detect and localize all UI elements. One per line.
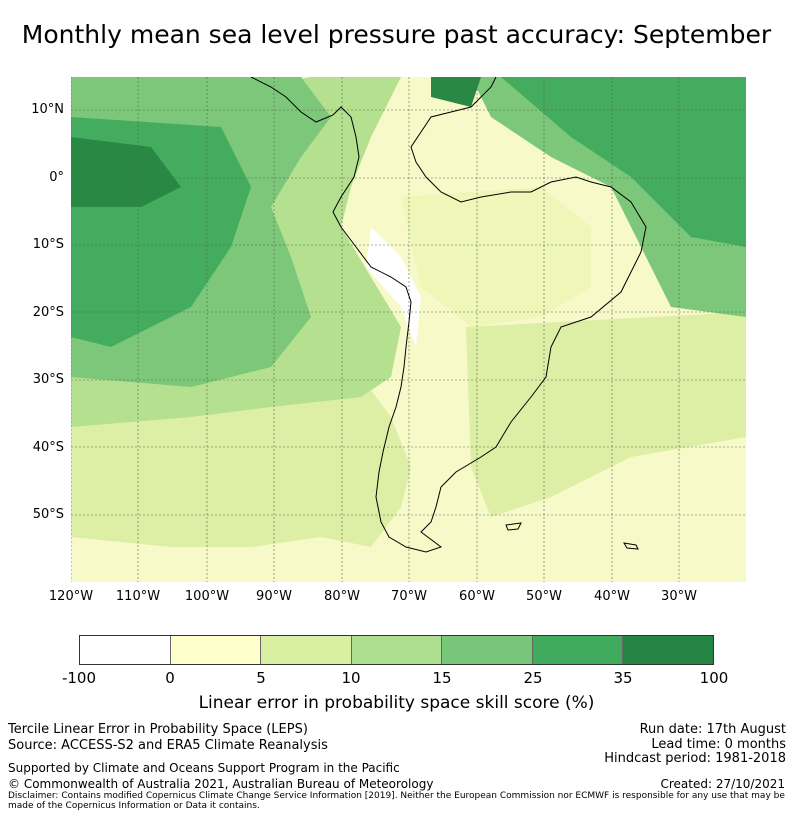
disclaimer-text: Disclaimer: Contains modified Copernicus…	[8, 791, 785, 811]
lon-label-90w: 90°W	[256, 589, 292, 604]
atlantic-dark	[501, 77, 746, 247]
lon-label-80w: 80°W	[324, 589, 360, 604]
coastline	[250, 77, 647, 553]
atlantic-south-light	[466, 312, 746, 517]
map-canvas	[71, 77, 746, 582]
caribbean-dark	[431, 77, 481, 107]
interior-pale	[401, 187, 591, 327]
map-title: Monthly mean sea level pressure past acc…	[21, 20, 772, 49]
method-text: Tercile Linear Error in Probability Spac…	[8, 722, 308, 737]
lon-label-50w: 50°W	[526, 589, 562, 604]
lat-label-0: 0°	[49, 170, 64, 185]
colorbar-label: Linear error in probability space skill …	[198, 693, 595, 713]
falklands	[505, 522, 522, 531]
graticule	[71, 77, 746, 582]
colorbar-segment	[170, 636, 262, 664]
colorbar-tick: 10	[341, 669, 361, 687]
lon-label-60w: 60°W	[459, 589, 495, 604]
lead-time: Lead time: 0 months	[651, 737, 786, 752]
colorbar-tick: 35	[613, 669, 633, 687]
copyright-text: © Commonwealth of Australia 2021, Austra…	[8, 777, 434, 791]
colorbar-tick: 25	[523, 669, 543, 687]
colorbar-tick: 15	[432, 669, 452, 687]
colorbar-tick: 0	[165, 669, 175, 687]
colorbar-segment	[442, 636, 533, 664]
pacific-darkest	[71, 137, 181, 207]
colorbar-tick: -100	[61, 669, 97, 687]
lon-label-100w: 100°W	[184, 589, 230, 604]
colorbar-tick: 5	[256, 669, 266, 687]
andes-white	[366, 227, 421, 347]
created-date: Created: 27/10/2021	[660, 777, 785, 791]
lon-label-40w: 40°W	[594, 589, 630, 604]
colorbar-segment	[532, 636, 624, 664]
lon-label-110w: 110°W	[115, 589, 161, 604]
lat-label-50s: 50°S	[32, 507, 64, 522]
lon-label-70w: 70°W	[391, 589, 427, 604]
lat-label-30s: 30°S	[32, 372, 64, 387]
colorbar-segment	[261, 636, 352, 664]
colorbar	[79, 635, 714, 665]
colorbar-segment	[351, 636, 443, 664]
colorbar-tick: 100	[699, 669, 729, 687]
hindcast-period: Hindcast period: 1981-2018	[604, 751, 786, 766]
lat-label-10s: 10°S	[32, 237, 64, 252]
colorbar-segment	[623, 636, 714, 664]
island	[623, 542, 639, 550]
lat-label-40s: 40°S	[32, 440, 64, 455]
colorbar-segment	[80, 636, 171, 664]
run-date: Run date: 17th August	[639, 722, 786, 737]
source-text: Source: ACCESS-S2 and ERA5 Climate Reana…	[8, 738, 328, 753]
skill-map	[71, 77, 746, 582]
lon-label-120w: 120°W	[48, 589, 94, 604]
lon-label-30w: 30°W	[661, 589, 697, 604]
lat-label-20s: 20°S	[32, 305, 64, 320]
support-text: Supported by Climate and Oceans Support …	[8, 761, 400, 775]
lat-label-10n: 10°N	[31, 102, 64, 117]
